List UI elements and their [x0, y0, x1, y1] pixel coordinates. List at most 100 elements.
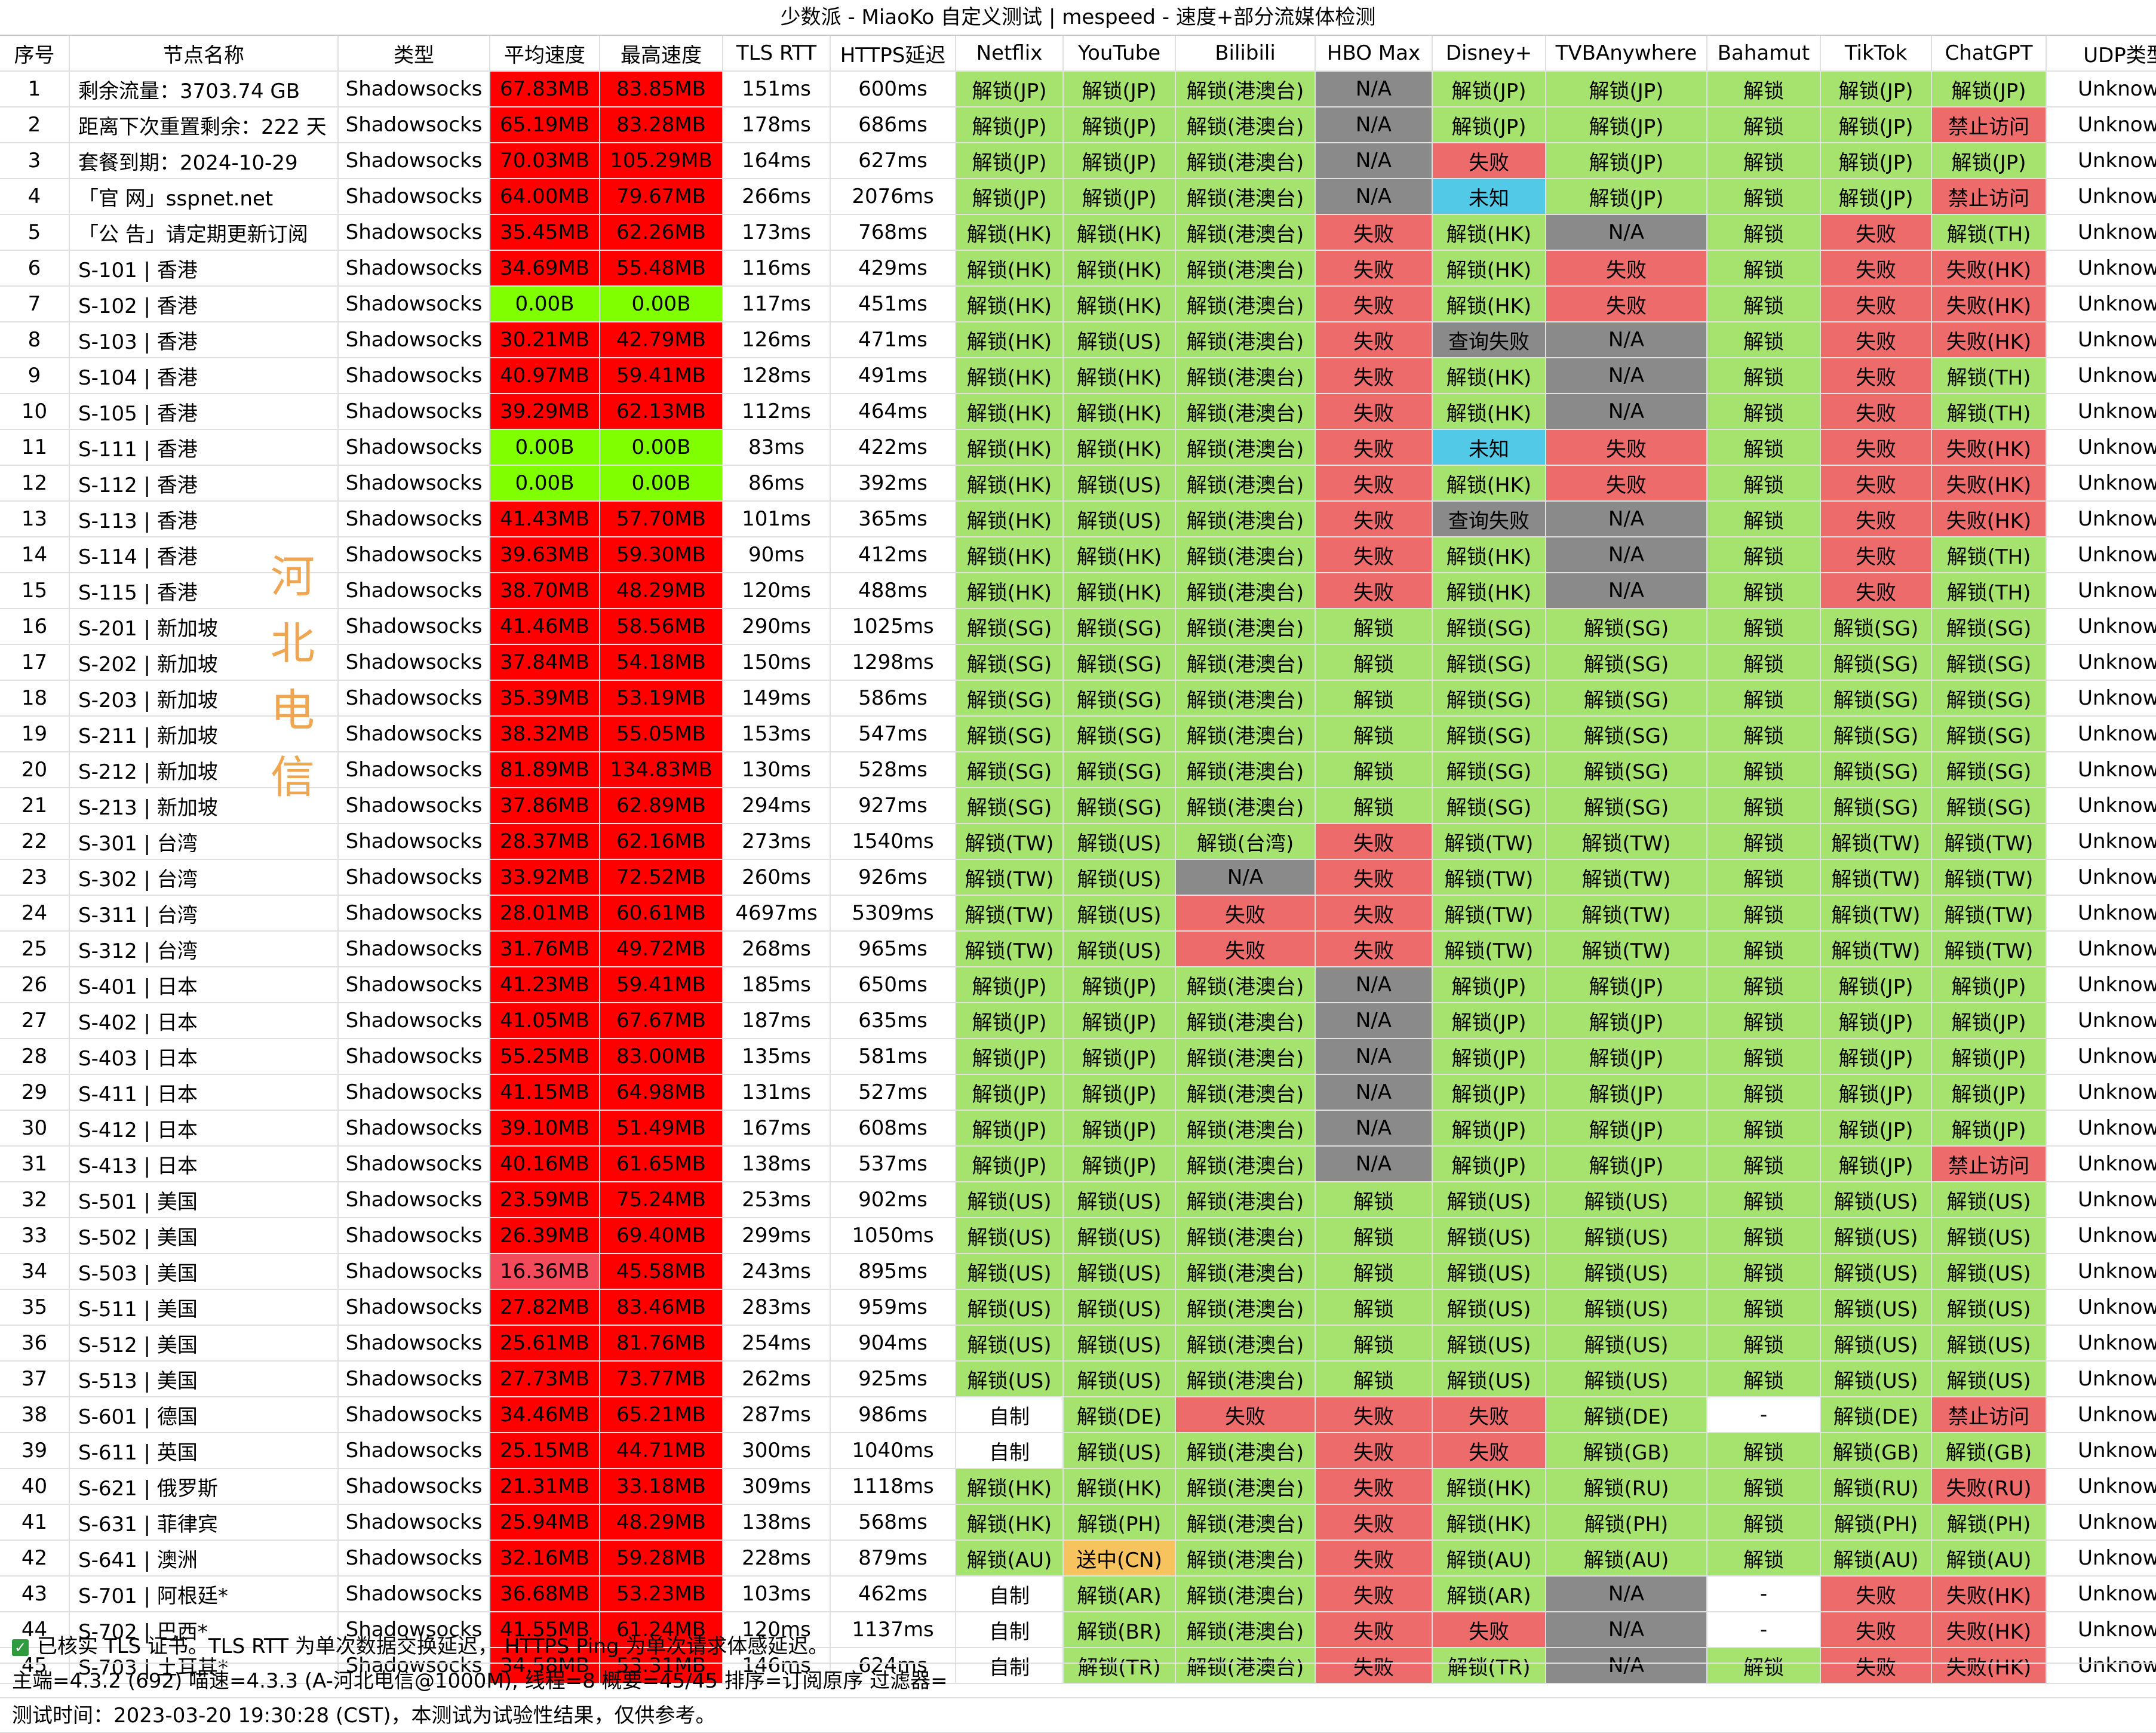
- cell-bahamut: 解锁: [1707, 394, 1821, 430]
- cell-chatgpt: 解锁(TW): [1931, 931, 2047, 967]
- cell-max-speed: 60.61MB: [600, 895, 723, 932]
- cell-hbo-max: N/A: [1315, 71, 1433, 107]
- cell-netflix: 解锁(US): [956, 1289, 1064, 1326]
- cell-youtube: 解锁(US): [1063, 1218, 1176, 1254]
- cell-bilibili: 解锁(港澳台): [1175, 1504, 1316, 1541]
- cell-https-latency: 879ms: [830, 1540, 956, 1577]
- cell-youtube: 解锁(US): [1063, 501, 1176, 537]
- cell-disney-plus: 查询失败: [1432, 501, 1546, 537]
- cell-tls-rtt: 309ms: [723, 1468, 831, 1505]
- cell-type: Shadowsocks: [338, 179, 490, 215]
- cell-https-latency: 624ms: [830, 1648, 956, 1684]
- cell-tvbanywhere: 解锁(SG): [1546, 788, 1707, 824]
- cell-max-speed: 62.89MB: [600, 788, 723, 824]
- cell-type: Shadowsocks: [338, 429, 490, 466]
- cell-disney-plus: 解锁(JP): [1432, 71, 1546, 107]
- cell-type: Shadowsocks: [338, 752, 490, 788]
- cell-bilibili: 解锁(港澳台): [1175, 1253, 1316, 1290]
- cell-type: Shadowsocks: [338, 1504, 490, 1541]
- cell-https-latency: 904ms: [830, 1325, 956, 1362]
- cell-udp-type: Unknown: [2046, 680, 2156, 717]
- cell-bahamut: 解锁: [1707, 1182, 1821, 1218]
- cell-hbo-max: N/A: [1315, 1038, 1433, 1075]
- cell-type: Shadowsocks: [338, 537, 490, 573]
- cell-tiktok: 解锁(SG): [1820, 716, 1932, 752]
- cell-netflix: 解锁(AU): [956, 1540, 1064, 1577]
- cell-node-name: 「官 网」sspnet.net: [69, 179, 339, 215]
- cell-type: Shadowsocks: [338, 1253, 490, 1290]
- cell-type: Shadowsocks: [338, 895, 490, 932]
- cell-tvbanywhere: 解锁(GB): [1546, 1433, 1707, 1469]
- cell-index: 35: [0, 1289, 70, 1326]
- cell-tls-rtt: 103ms: [723, 1576, 831, 1612]
- table-row: 13 S-113 | 香港 Shadowsocks 41.43MB 57.70MB 101…: [0, 501, 2156, 537]
- cell-youtube: 解锁(US): [1063, 1289, 1176, 1326]
- cell-udp-type: Unknown: [2046, 1612, 2156, 1648]
- cell-index: 40: [0, 1468, 70, 1505]
- cell-chatgpt: 解锁(TH): [1931, 358, 2047, 394]
- cell-bilibili: 解锁(港澳台): [1175, 573, 1316, 609]
- cell-youtube: 解锁(US): [1063, 1182, 1176, 1218]
- cell-bahamut: 解锁: [1707, 752, 1821, 788]
- cell-tls-rtt: 294ms: [723, 788, 831, 824]
- cell-node-name: S-104 | 香港: [69, 358, 339, 394]
- cell-avg-speed: 39.29MB: [490, 394, 600, 430]
- cell-disney-plus: 解锁(SG): [1432, 716, 1546, 752]
- cell-disney-plus: 解锁(JP): [1432, 967, 1546, 1003]
- cell-node-name: S-203 | 新加坡: [69, 680, 339, 717]
- cell-avg-speed: 38.70MB: [490, 573, 600, 609]
- cell-youtube: 解锁(US): [1063, 465, 1176, 502]
- cell-index: 12: [0, 465, 70, 502]
- cell-bahamut: 解锁: [1707, 824, 1821, 860]
- cell-disney-plus: 解锁(TW): [1432, 824, 1546, 860]
- cell-tvbanywhere: N/A: [1546, 501, 1707, 537]
- cell-avg-speed: 70.03MB: [490, 143, 600, 179]
- cell-bahamut: 解锁: [1707, 931, 1821, 967]
- cell-youtube: 解锁(US): [1063, 1433, 1176, 1469]
- cell-youtube: 解锁(BR): [1063, 1612, 1176, 1648]
- cell-youtube: 解锁(JP): [1063, 71, 1176, 107]
- cell-avg-speed: 41.43MB: [490, 501, 600, 537]
- cell-disney-plus: 解锁(HK): [1432, 1468, 1546, 1505]
- cell-hbo-max: 失败: [1315, 1397, 1433, 1433]
- cell-hbo-max: 失败: [1315, 859, 1433, 896]
- cell-bahamut: 解锁: [1707, 1038, 1821, 1075]
- table-row: 28 S-403 | 日本 Shadowsocks 55.25MB 83.00MB 135…: [0, 1038, 2156, 1075]
- cell-netflix: 解锁(HK): [956, 1468, 1064, 1505]
- cell-tvbanywhere: 解锁(PH): [1546, 1504, 1707, 1541]
- cell-avg-speed: 25.15MB: [490, 1433, 600, 1469]
- cell-bilibili: 解锁(港澳台): [1175, 465, 1316, 502]
- cell-disney-plus: 解锁(JP): [1432, 1038, 1546, 1075]
- cell-youtube: 解锁(JP): [1063, 1110, 1176, 1147]
- cell-bahamut: 解锁: [1707, 1540, 1821, 1577]
- table-row: 32 S-501 | 美国 Shadowsocks 23.59MB 75.24MB 253…: [0, 1182, 2156, 1218]
- cell-type: Shadowsocks: [338, 394, 490, 430]
- cell-tiktok: 解锁(SG): [1820, 609, 1932, 645]
- cell-tiktok: 失败: [1820, 286, 1932, 322]
- cell-tls-rtt: 185ms: [723, 967, 831, 1003]
- cell-udp-type: Unknown: [2046, 322, 2156, 358]
- cell-type: Shadowsocks: [338, 1325, 490, 1362]
- cell-type: Shadowsocks: [338, 1110, 490, 1147]
- cell-node-name: S-101 | 香港: [69, 250, 339, 287]
- cell-disney-plus: 解锁(HK): [1432, 394, 1546, 430]
- cell-tiktok: 失败: [1820, 1648, 1932, 1684]
- cell-hbo-max: 失败: [1315, 322, 1433, 358]
- cell-type: Shadowsocks: [338, 1648, 490, 1684]
- cell-https-latency: 1118ms: [830, 1468, 956, 1505]
- cell-type: Shadowsocks: [338, 824, 490, 860]
- cell-youtube: 解锁(HK): [1063, 429, 1176, 466]
- cell-max-speed: 61.65MB: [600, 1146, 723, 1182]
- cell-type: Shadowsocks: [338, 1289, 490, 1326]
- cell-udp-type: Unknown: [2046, 644, 2156, 681]
- cell-type: Shadowsocks: [338, 1003, 490, 1039]
- cell-avg-speed: 36.68MB: [490, 1576, 600, 1612]
- cell-bahamut: 解锁: [1707, 1074, 1821, 1111]
- header-max-speed: 最高速度: [600, 36, 723, 72]
- cell-type: Shadowsocks: [338, 716, 490, 752]
- cell-disney-plus: 解锁(HK): [1432, 465, 1546, 502]
- cell-disney-plus: 解锁(SG): [1432, 752, 1546, 788]
- cell-tvbanywhere: 解锁(JP): [1546, 1038, 1707, 1075]
- cell-chatgpt: 禁止访问: [1931, 179, 2047, 215]
- cell-avg-speed: 27.82MB: [490, 1289, 600, 1326]
